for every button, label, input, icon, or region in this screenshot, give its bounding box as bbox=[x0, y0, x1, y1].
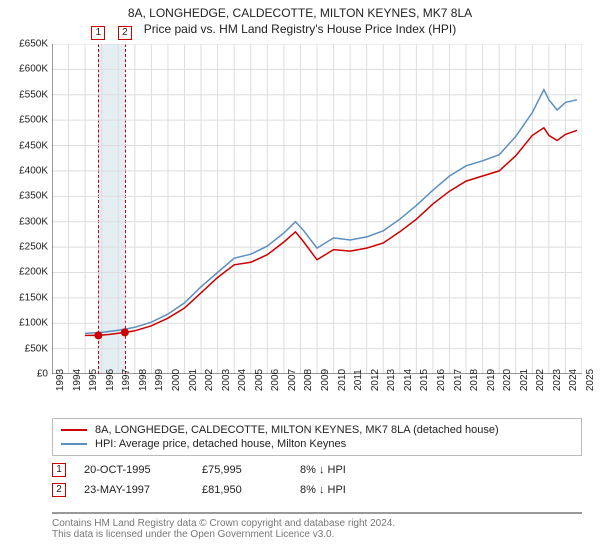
x-tick-label: 2022 bbox=[535, 369, 546, 391]
x-tick-label: 2013 bbox=[386, 369, 397, 391]
x-tick-label: 2006 bbox=[270, 369, 281, 391]
legend-item: 8A, LONGHEDGE, CALDECOTTE, MILTON KEYNES… bbox=[61, 423, 573, 437]
legend-label: HPI: Average price, detached house, Milt… bbox=[95, 438, 346, 450]
legend-swatch bbox=[61, 443, 87, 445]
x-tick-label: 2008 bbox=[303, 369, 314, 391]
sale-marker-dot bbox=[121, 328, 129, 336]
event-row: 2 23-MAY-1997 £81,950 8% ↓ HPI bbox=[52, 480, 582, 500]
x-tick-label: 2007 bbox=[287, 369, 298, 391]
x-tick-label: 2004 bbox=[237, 369, 248, 391]
event-price: £81,950 bbox=[202, 484, 282, 496]
x-tick-label: 2019 bbox=[486, 369, 497, 391]
y-tick-label: £150K bbox=[0, 292, 48, 303]
event-price: £75,995 bbox=[202, 464, 282, 476]
event-row: 1 20-OCT-1995 £75,995 8% ↓ HPI bbox=[52, 460, 582, 480]
x-tick-label: 1994 bbox=[72, 369, 83, 391]
price-chart: 12£0£50K£100K£150K£200K£250K£300K£350K£4… bbox=[52, 44, 582, 374]
legend: 8A, LONGHEDGE, CALDECOTTE, MILTON KEYNES… bbox=[52, 418, 582, 456]
footer-line: This data is licensed under the Open Gov… bbox=[52, 529, 582, 540]
series-line bbox=[85, 90, 577, 334]
x-tick-label: 2003 bbox=[221, 369, 232, 391]
x-tick-label: 2018 bbox=[469, 369, 480, 391]
x-tick-label: 2023 bbox=[552, 369, 563, 391]
x-tick-label: 2014 bbox=[403, 369, 414, 391]
x-tick-label: 2017 bbox=[453, 369, 464, 391]
event-marker-icon: 1 bbox=[91, 26, 105, 40]
x-tick-label: 2016 bbox=[436, 369, 447, 391]
y-tick-label: £100K bbox=[0, 318, 48, 329]
footer-attribution: Contains HM Land Registry data © Crown c… bbox=[52, 512, 582, 540]
y-tick-label: £400K bbox=[0, 165, 48, 176]
y-tick-label: £50K bbox=[0, 343, 48, 354]
x-tick-label: 1997 bbox=[121, 369, 132, 391]
legend-item: HPI: Average price, detached house, Milt… bbox=[61, 437, 573, 451]
y-tick-label: £650K bbox=[0, 39, 48, 50]
page-title: 8A, LONGHEDGE, CALDECOTTE, MILTON KEYNES… bbox=[0, 6, 600, 20]
event-date: 23-MAY-1997 bbox=[84, 484, 184, 496]
x-tick-label: 1999 bbox=[154, 369, 165, 391]
x-tick-label: 2002 bbox=[204, 369, 215, 391]
legend-label: 8A, LONGHEDGE, CALDECOTTE, MILTON KEYNES… bbox=[95, 424, 499, 436]
x-tick-label: 1993 bbox=[55, 369, 66, 391]
x-tick-label: 2024 bbox=[568, 369, 579, 391]
sale-marker-dot bbox=[94, 331, 102, 339]
y-tick-label: £250K bbox=[0, 242, 48, 253]
event-marker-icon: 1 bbox=[52, 463, 66, 477]
footer-line: Contains HM Land Registry data © Crown c… bbox=[52, 518, 582, 529]
y-tick-label: £200K bbox=[0, 267, 48, 278]
x-tick-label: 2000 bbox=[171, 369, 182, 391]
y-tick-label: £500K bbox=[0, 115, 48, 126]
page-subtitle: Price paid vs. HM Land Registry's House … bbox=[0, 22, 600, 36]
series-line bbox=[85, 128, 577, 336]
x-tick-label: 2025 bbox=[585, 369, 596, 391]
chart-svg bbox=[52, 44, 582, 374]
x-tick-label: 2011 bbox=[353, 369, 364, 391]
x-tick-label: 1995 bbox=[88, 369, 99, 391]
x-tick-label: 2020 bbox=[502, 369, 513, 391]
x-tick-label: 2015 bbox=[419, 369, 430, 391]
x-tick-label: 2012 bbox=[370, 369, 381, 391]
events-table: 1 20-OCT-1995 £75,995 8% ↓ HPI 2 23-MAY-… bbox=[52, 460, 582, 500]
x-tick-label: 2021 bbox=[519, 369, 530, 391]
x-tick-label: 2001 bbox=[188, 369, 199, 391]
y-tick-label: £600K bbox=[0, 64, 48, 75]
y-tick-label: £0 bbox=[0, 369, 48, 380]
event-marker-icon: 2 bbox=[52, 483, 66, 497]
y-tick-label: £550K bbox=[0, 89, 48, 100]
event-delta: 8% ↓ HPI bbox=[300, 484, 346, 496]
event-delta: 8% ↓ HPI bbox=[300, 464, 346, 476]
event-date: 20-OCT-1995 bbox=[84, 464, 184, 476]
x-tick-label: 1996 bbox=[105, 369, 116, 391]
y-tick-label: £300K bbox=[0, 216, 48, 227]
legend-swatch bbox=[61, 429, 87, 431]
event-marker-icon: 2 bbox=[118, 26, 132, 40]
y-tick-label: £350K bbox=[0, 191, 48, 202]
x-tick-label: 2009 bbox=[320, 369, 331, 391]
x-tick-label: 2010 bbox=[337, 369, 348, 391]
x-tick-label: 1998 bbox=[138, 369, 149, 391]
y-tick-label: £450K bbox=[0, 140, 48, 151]
x-tick-label: 2005 bbox=[254, 369, 265, 391]
